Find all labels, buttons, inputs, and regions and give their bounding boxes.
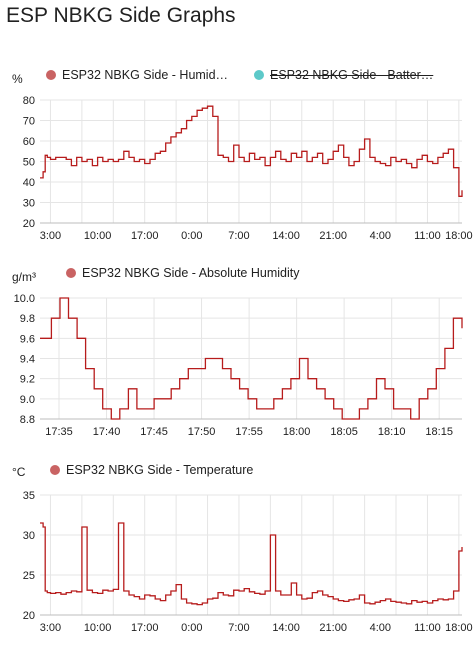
legend-label: ESP32 NBKG Side - Batter… xyxy=(270,68,434,82)
x-tick-label: 17:45 xyxy=(140,426,168,438)
y-tick-label: 30 xyxy=(23,198,35,210)
absolute-humidity-chart-card: g/m³ ESP32 NBKG Side - Absolute Humidity… xyxy=(0,258,475,453)
legend-dot-icon xyxy=(254,70,264,80)
x-tick-label: 10:00 xyxy=(84,622,112,634)
legend-item-absolute-humidity[interactable]: ESP32 NBKG Side - Absolute Humidity xyxy=(66,266,299,280)
y-tick-label: 9.8 xyxy=(20,313,35,325)
y-unit-label: % xyxy=(12,72,23,86)
y-tick-label: 20 xyxy=(23,610,35,622)
y-tick-label: 30 xyxy=(23,530,35,542)
x-tick-label: 4:00 xyxy=(370,622,391,634)
x-tick-label: 7:00 xyxy=(228,230,249,242)
x-tick-label: 17:55 xyxy=(235,426,263,438)
x-tick-label: 0:00 xyxy=(181,230,202,242)
x-tick-label: 21:00 xyxy=(319,622,347,634)
legend-dot-icon xyxy=(46,70,56,80)
y-tick-label: 80 xyxy=(23,95,35,107)
y-tick-label: 9.0 xyxy=(20,394,35,406)
legend-item-humidity[interactable]: ESP32 NBKG Side - Humid… xyxy=(46,68,228,82)
x-tick-label: 17:50 xyxy=(188,426,216,438)
x-tick-label: 7:00 xyxy=(228,622,249,634)
legend-item-battery[interactable]: ESP32 NBKG Side - Batter… xyxy=(254,68,433,82)
series-line xyxy=(40,522,463,606)
series-line xyxy=(40,297,463,420)
x-tick-label: 14:00 xyxy=(272,622,300,634)
x-tick-label: 11:00 xyxy=(414,622,441,634)
y-tick-label: 9.6 xyxy=(20,333,35,345)
y-tick-label: 9.4 xyxy=(20,354,35,366)
humidity-line-chart[interactable]: 20 30 40 50 60 70 80 3:00 10:00 17:00 0:00 7:00 14:0… xyxy=(0,60,475,250)
x-tick-label: 18:15 xyxy=(425,426,453,438)
x-tick-label: 17:00 xyxy=(131,622,159,634)
y-unit-label: g/m³ xyxy=(12,270,36,284)
page-title: ESP NBKG Side Graphs xyxy=(6,4,236,27)
y-tick-label: 9.2 xyxy=(20,374,35,386)
y-tick-label: 10.0 xyxy=(14,293,35,305)
x-tick-label: 18:00 xyxy=(445,622,473,634)
x-tick-label: 17:35 xyxy=(45,426,73,438)
x-tick-label: 21:00 xyxy=(319,230,347,242)
x-tick-label: 14:00 xyxy=(272,230,300,242)
x-tick-label: 18:00 xyxy=(445,230,473,242)
x-tick-label: 17:00 xyxy=(131,230,159,242)
y-tick-label: 40 xyxy=(23,177,35,189)
legend-dot-icon xyxy=(66,268,76,278)
y-tick-label: 50 xyxy=(23,157,35,169)
legend-label: ESP32 NBKG Side - Temperature xyxy=(66,463,254,477)
y-tick-label: 8.8 xyxy=(20,414,35,426)
legend-label: ESP32 NBKG Side - Humid… xyxy=(62,68,229,82)
x-tick-label: 4:00 xyxy=(370,230,391,242)
x-tick-label: 18:00 xyxy=(283,426,311,438)
y-tick-label: 25 xyxy=(23,570,35,582)
x-tick-label: 10:00 xyxy=(84,230,112,242)
x-tick-label: 18:10 xyxy=(378,426,406,438)
x-tick-label: 3:00 xyxy=(40,622,61,634)
legend-item-temperature[interactable]: ESP32 NBKG Side - Temperature xyxy=(50,463,253,477)
legend-dot-icon xyxy=(50,465,60,475)
x-tick-label: 18:05 xyxy=(330,426,358,438)
temperature-line-chart[interactable]: 20 25 30 35 3:00 10:00 17:00 0:00 7:00 14:00 21:00… xyxy=(0,455,475,645)
y-tick-label: 20 xyxy=(23,218,35,230)
series-line xyxy=(40,105,463,197)
humidity-chart-card: % ESP32 NBKG Side - Humid… ESP32 NBKG Si… xyxy=(0,60,475,250)
y-tick-label: 35 xyxy=(23,490,35,502)
temperature-chart-card: °C ESP32 NBKG Side - Temperature 20 25 30 3… xyxy=(0,455,475,645)
x-tick-label: 11:00 xyxy=(414,230,441,242)
legend-label: ESP32 NBKG Side - Absolute Humidity xyxy=(82,266,300,280)
y-unit-label: °C xyxy=(12,465,26,479)
absolute-humidity-line-chart[interactable]: 8.8 9.0 9.2 9.4 9.6 9.8 10.0 17:35 17:40 17:45 17:… xyxy=(0,258,475,453)
x-tick-label: 3:00 xyxy=(40,230,61,242)
y-tick-label: 60 xyxy=(23,136,35,148)
x-tick-label: 0:00 xyxy=(181,622,202,634)
x-tick-label: 17:40 xyxy=(93,426,121,438)
y-tick-label: 70 xyxy=(23,116,35,128)
